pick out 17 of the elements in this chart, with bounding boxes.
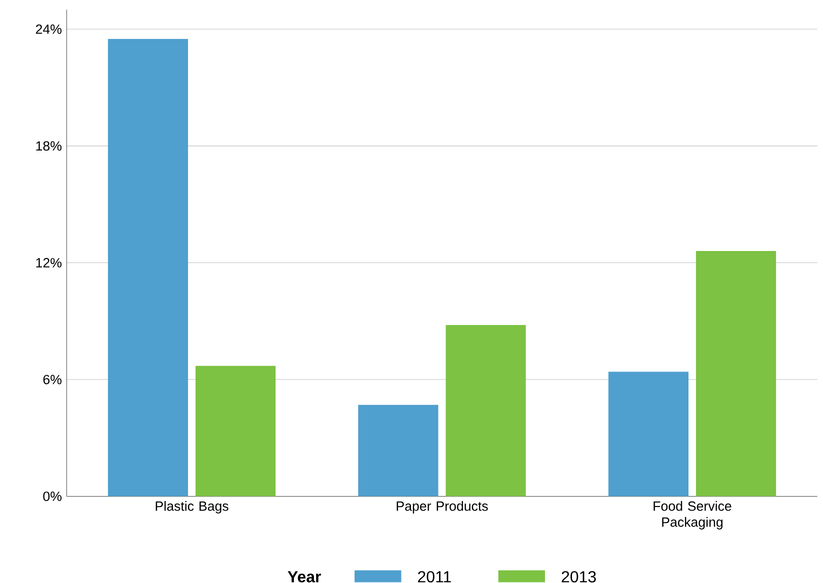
bar: [196, 366, 276, 496]
y-tick-label: 12%: [36, 258, 62, 268]
y-tick-label: 18%: [36, 141, 62, 151]
bar: [608, 372, 688, 496]
legend-label: 2011: [418, 571, 451, 582]
x-tick-label: Paper Products: [396, 501, 488, 514]
y-tick-label: 24%: [36, 24, 62, 34]
bar: [358, 404, 438, 496]
y-tick-label: 6%: [43, 374, 62, 384]
legend-label: 2013: [562, 571, 596, 582]
legend-title: Year: [288, 571, 321, 582]
y-tick-label: 0%: [43, 492, 62, 502]
x-tick-label: Food Service Packaging: [654, 501, 732, 530]
bar: [108, 38, 188, 496]
bar: [446, 325, 526, 496]
x-tick-label: Plastic Bags: [156, 501, 228, 514]
bar: [696, 251, 776, 496]
